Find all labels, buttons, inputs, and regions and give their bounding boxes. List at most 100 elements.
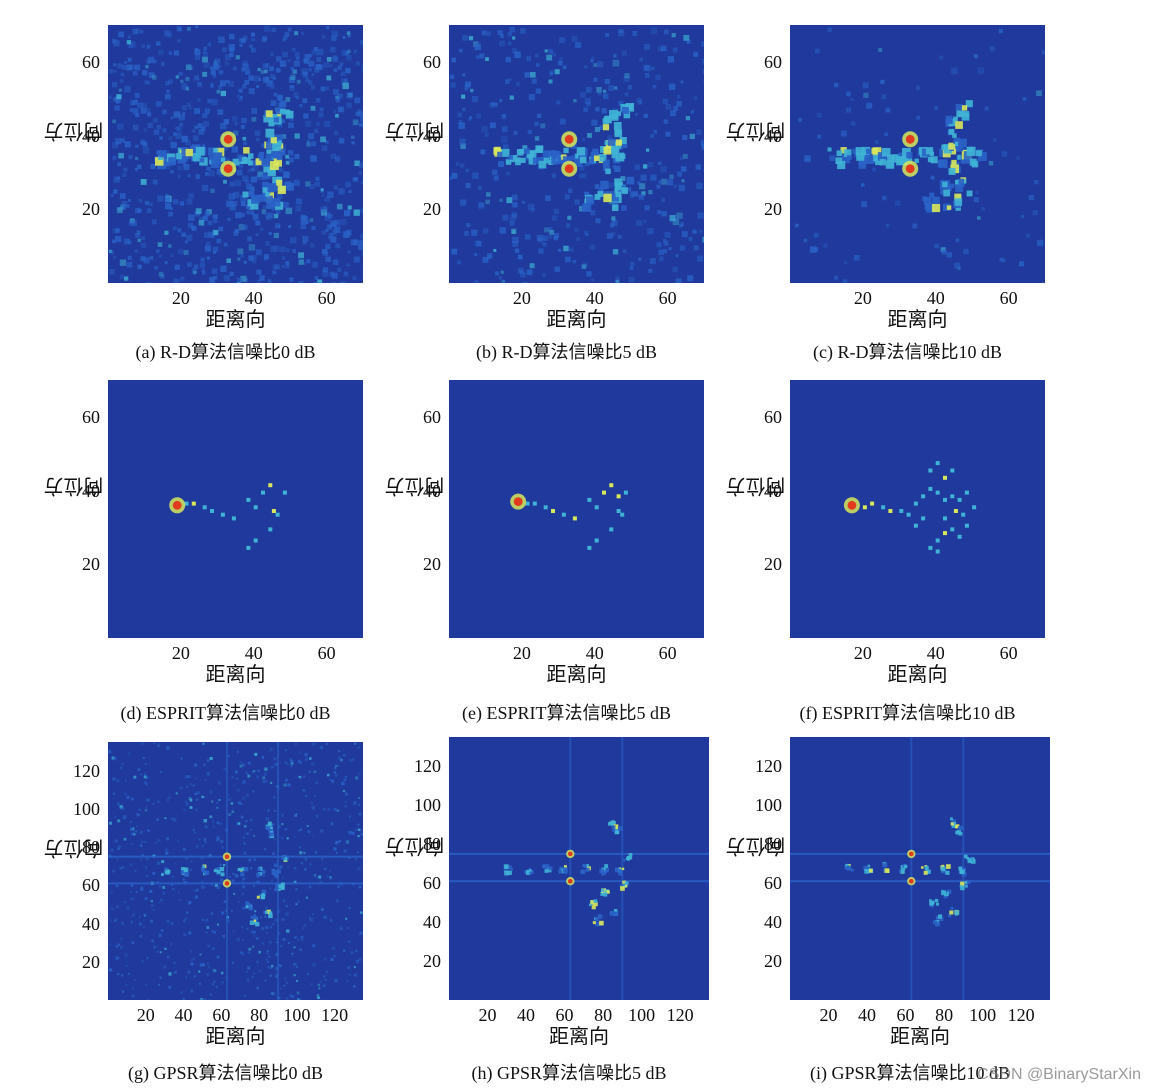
noise-speckle bbox=[273, 245, 280, 252]
noise-speckle bbox=[137, 164, 142, 169]
noise-speckle bbox=[216, 885, 220, 889]
noise-speckle bbox=[157, 150, 161, 154]
noise-speckle bbox=[462, 107, 466, 112]
noise-speckle bbox=[160, 929, 164, 932]
scatter-point bbox=[270, 830, 273, 834]
scatter-point bbox=[623, 490, 628, 495]
noise-speckle bbox=[701, 143, 704, 148]
noise-speckle bbox=[116, 94, 122, 100]
noise-speckle bbox=[579, 205, 585, 212]
noise-speckle bbox=[298, 281, 304, 283]
noise-speckle bbox=[359, 122, 363, 127]
noise-speckle bbox=[156, 101, 162, 107]
noise-speckle bbox=[861, 183, 865, 187]
noise-speckle bbox=[679, 245, 686, 251]
noise-speckle bbox=[337, 268, 342, 272]
noise-speckle bbox=[156, 249, 160, 253]
noise-speckle bbox=[242, 175, 249, 182]
noise-speckle bbox=[124, 60, 128, 64]
noise-speckle bbox=[147, 829, 150, 832]
noise-speckle bbox=[468, 36, 474, 41]
noise-speckle bbox=[477, 185, 482, 190]
noise-speckle bbox=[168, 244, 172, 248]
scatter-point bbox=[259, 194, 267, 202]
hot-scatterer bbox=[223, 134, 233, 144]
noise-speckle bbox=[344, 800, 347, 803]
noise-speckle bbox=[531, 78, 537, 84]
noise-speckle bbox=[251, 975, 254, 979]
scatter-point bbox=[616, 509, 621, 513]
noise-speckle bbox=[450, 82, 456, 88]
noise-speckle bbox=[512, 202, 518, 208]
noise-speckle bbox=[179, 201, 185, 206]
noise-speckle bbox=[351, 831, 355, 835]
noise-speckle bbox=[276, 56, 282, 62]
noise-speckle bbox=[941, 249, 947, 255]
noise-speckle bbox=[207, 42, 212, 47]
scatter-point bbox=[623, 884, 627, 888]
noise-speckle bbox=[236, 277, 242, 283]
streak-line-horizontal bbox=[449, 880, 709, 883]
noise-speckle bbox=[157, 839, 161, 843]
noise-speckle bbox=[153, 117, 158, 123]
noise-speckle bbox=[247, 951, 251, 954]
scatter-point bbox=[950, 494, 955, 499]
noise-speckle bbox=[1036, 90, 1042, 96]
noise-speckle bbox=[108, 95, 112, 99]
streak-line-horizontal bbox=[449, 852, 709, 855]
noise-speckle bbox=[142, 925, 145, 929]
scatter-point bbox=[176, 152, 183, 160]
noise-speckle bbox=[545, 195, 551, 201]
heatmap-plot-g bbox=[108, 742, 363, 1000]
noise-speckle bbox=[114, 189, 118, 193]
noise-speckle bbox=[265, 817, 269, 821]
noise-speckle bbox=[117, 123, 124, 130]
y-tick-label: 60 bbox=[764, 51, 782, 72]
noise-speckle bbox=[643, 164, 648, 169]
noise-speckle bbox=[179, 899, 182, 901]
noise-speckle bbox=[242, 84, 247, 89]
noise-speckle bbox=[359, 931, 363, 935]
noise-speckle bbox=[499, 99, 503, 103]
scatter-point bbox=[275, 108, 282, 115]
noise-speckle bbox=[813, 232, 819, 238]
noise-speckle bbox=[462, 73, 466, 77]
noise-speckle bbox=[233, 231, 239, 237]
noise-speckle bbox=[632, 31, 638, 36]
noise-speckle bbox=[177, 891, 180, 894]
noise-speckle bbox=[209, 993, 212, 996]
noise-speckle bbox=[534, 136, 540, 141]
noise-speckle bbox=[313, 770, 317, 774]
noise-speckle bbox=[123, 167, 128, 172]
noise-speckle bbox=[223, 864, 226, 867]
noise-speckle bbox=[487, 253, 493, 259]
noise-speckle bbox=[220, 265, 227, 272]
noise-speckle bbox=[252, 790, 255, 793]
scatter-point bbox=[580, 869, 584, 874]
subfigure-caption: (c) R-D算法信噪比10 dB bbox=[813, 342, 1002, 362]
scatter-point bbox=[202, 865, 206, 868]
noise-speckle bbox=[113, 63, 117, 67]
noise-speckle bbox=[542, 242, 547, 247]
scatter-point bbox=[253, 921, 257, 925]
noise-speckle bbox=[295, 205, 302, 212]
scatter-point bbox=[950, 822, 954, 826]
noise-speckle bbox=[662, 98, 668, 105]
noise-speckle bbox=[298, 751, 301, 754]
noise-speckle bbox=[661, 197, 666, 203]
noise-speckle bbox=[124, 779, 127, 782]
noise-speckle bbox=[201, 880, 204, 883]
noise-speckle bbox=[217, 923, 219, 926]
noise-speckle bbox=[239, 37, 242, 41]
scatter-point bbox=[562, 156, 571, 165]
scatter-point bbox=[538, 157, 546, 165]
noise-speckle bbox=[499, 34, 504, 39]
scatter-point bbox=[563, 865, 567, 869]
noise-speckle bbox=[242, 63, 249, 70]
scatter-point bbox=[599, 920, 604, 926]
noise-speckle bbox=[240, 195, 247, 202]
noise-speckle bbox=[352, 758, 355, 761]
scatter-point bbox=[625, 885, 628, 888]
scatter-point bbox=[867, 864, 871, 868]
noise-speckle bbox=[265, 958, 268, 961]
